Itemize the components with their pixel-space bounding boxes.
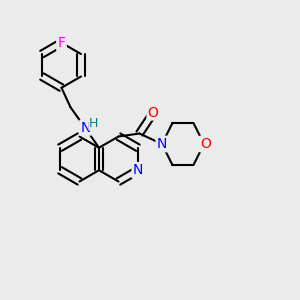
Text: N: N [80,121,91,135]
Text: F: F [58,36,65,50]
Text: N: N [133,163,143,177]
Text: N: N [157,137,167,151]
Text: H: H [89,117,99,130]
Text: O: O [200,137,211,151]
Text: O: O [148,106,158,119]
